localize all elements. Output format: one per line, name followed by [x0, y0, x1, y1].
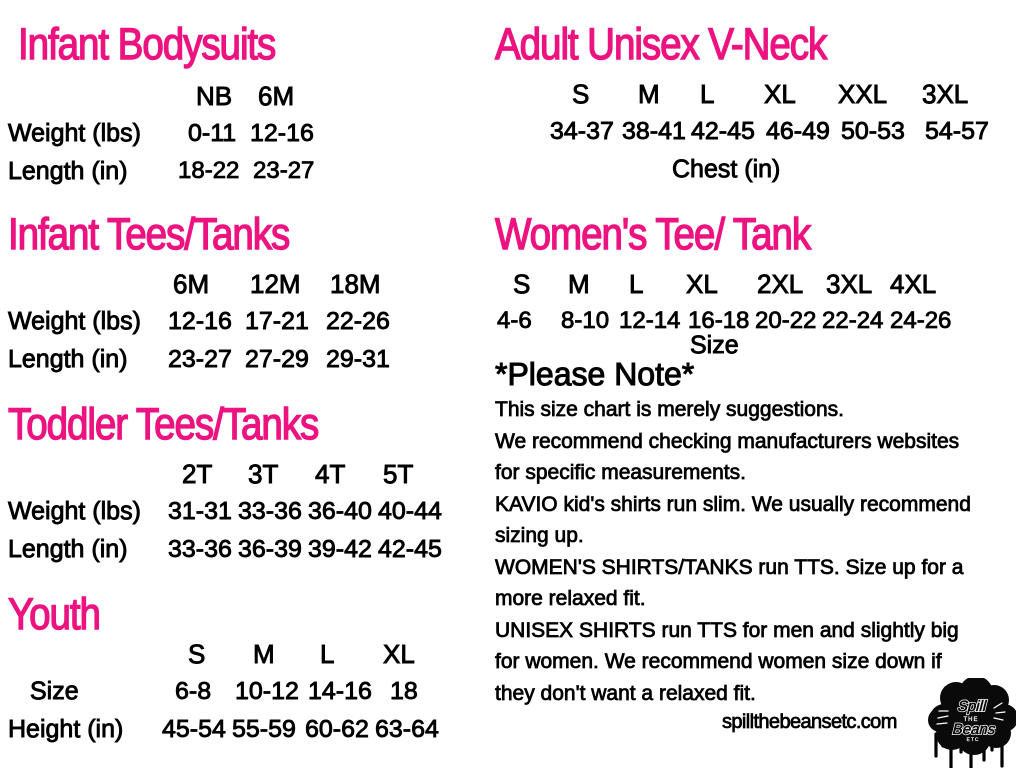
svg-text:Spill: Spill	[957, 698, 988, 715]
svg-text:Beans: Beans	[952, 721, 996, 738]
svg-text:ETC: ETC	[967, 737, 980, 743]
